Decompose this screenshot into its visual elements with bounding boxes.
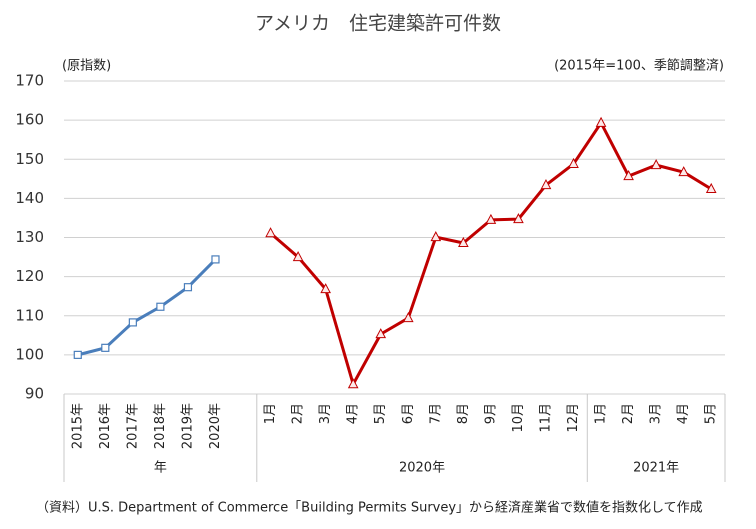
y-tick-label: 150	[15, 150, 44, 168]
marker	[650, 159, 662, 170]
x-tick-label: 11月	[538, 403, 553, 433]
x-tick-label: 2018年	[153, 403, 168, 449]
x-tick-label: 1月	[263, 403, 278, 424]
series-line	[269, 119, 713, 389]
x-tick-label: 2019年	[180, 403, 195, 449]
marker	[485, 213, 497, 224]
y-tick-label: 110	[15, 306, 44, 324]
marker	[623, 170, 634, 181]
marker	[595, 116, 607, 127]
x-tick-label: 2020年	[208, 403, 223, 449]
x-tick-label: 8月	[456, 403, 471, 424]
x-tick-label: 1月	[594, 403, 609, 424]
marker	[513, 213, 524, 224]
marker	[183, 283, 193, 292]
x-tick-label: 4月	[346, 403, 361, 424]
x-tick-label: 2月	[291, 403, 306, 424]
chart-title: アメリカ 住宅建築許可件数	[255, 13, 501, 35]
y-tick-label: 140	[15, 189, 44, 207]
x-tick-label: 3月	[649, 403, 664, 424]
x-tick-label: 7月	[428, 403, 443, 424]
marker	[568, 157, 579, 168]
y-tick-label: 120	[15, 267, 44, 285]
y-tick-label: 160	[15, 111, 44, 129]
marker	[73, 350, 82, 359]
y-tick-label: 130	[15, 228, 44, 246]
x-tick-label: 2月	[621, 403, 636, 424]
x-tick-label: 6月	[401, 403, 416, 424]
x-tick-label: 9月	[483, 403, 498, 424]
y-tick-label: 90	[25, 385, 44, 403]
marker	[678, 166, 690, 177]
x-tick-label: 5月	[373, 403, 388, 424]
marker	[705, 182, 717, 193]
marker	[128, 318, 137, 327]
x-tick-label: 2015年	[70, 403, 85, 449]
y-axis-label: (原指数)	[62, 59, 111, 74]
marker	[320, 283, 331, 294]
x-tick-label: 5月	[704, 403, 719, 424]
x-tick-label: 4月	[676, 403, 691, 424]
marker	[211, 255, 220, 264]
y-tick-label: 170	[15, 72, 44, 90]
marker	[430, 231, 442, 242]
marker	[292, 250, 304, 262]
x-tick-label: 2016年	[98, 403, 113, 449]
x-tick-label: 10月	[511, 403, 526, 433]
marker	[540, 179, 552, 190]
series-line	[77, 258, 217, 357]
marker	[458, 236, 469, 247]
marker	[347, 378, 359, 389]
y-tick-label: 100	[15, 345, 44, 363]
marker	[265, 227, 276, 238]
source: （資料）U.S. Department of Commerce「Building…	[36, 500, 703, 516]
marker	[402, 312, 414, 323]
group-label: 2020年	[399, 461, 445, 476]
marker	[375, 328, 387, 339]
note: (2015年=100、季節調整済)	[554, 58, 724, 74]
marker	[101, 343, 110, 352]
x-tick-label: 2017年	[125, 403, 140, 449]
group-label: 2021年	[633, 461, 679, 476]
x-tick-label: 3月	[318, 403, 333, 424]
group-label: 年	[154, 461, 167, 476]
marker	[156, 302, 165, 311]
x-tick-label: 12月	[566, 403, 581, 433]
